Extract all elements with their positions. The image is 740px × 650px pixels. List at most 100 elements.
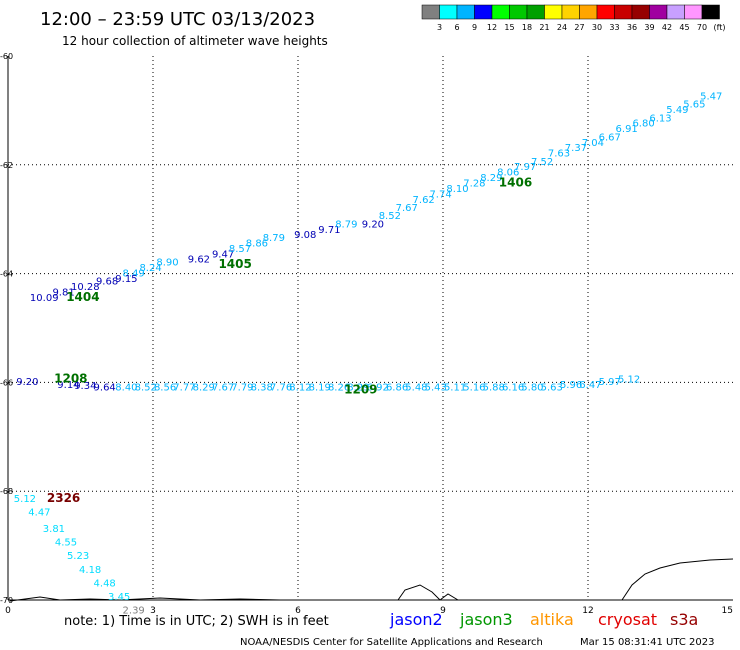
wave-height-label: 6.67 (599, 132, 621, 143)
color-swatch (614, 4, 633, 20)
color-scale: 3 6 9 12 15 18 21 24 27 30 33 36 39 42 45 70 (ft) (421, 4, 726, 32)
legend-jason2: jason2 (389, 610, 443, 629)
wave-height-label: 9.14 (57, 380, 79, 391)
wave-height-label: 7.74 (429, 189, 451, 200)
legend-jason3: jason3 (459, 610, 513, 629)
y-tick-label: -70 (0, 596, 13, 605)
color-swatch (421, 4, 440, 20)
pass-number-label: 1406 (499, 176, 532, 190)
wave-height-label: 5.65 (683, 100, 705, 111)
wave-height-label: 7.04 (582, 138, 604, 149)
wave-height-label: 8.52 (379, 211, 401, 222)
wave-height-label: 9.08 (294, 230, 316, 241)
color-scale-label: 6 (454, 23, 459, 32)
satellite-tracks: 9.208.527.677.627.748.107.288.298.067.97… (14, 92, 723, 617)
wave-height-label: 4.18 (79, 565, 101, 576)
wave-height-label: 7.52 (531, 157, 553, 168)
wave-height-label: 7.97 (514, 162, 536, 173)
wave-height-label: 8.29 (480, 173, 502, 184)
color-scale-label: 36 (627, 23, 637, 32)
wave-height-label: 8.26 (328, 383, 350, 394)
wave-height-label: 8.06 (497, 168, 519, 179)
wave-height-label: 9.20 (16, 377, 38, 388)
x-tick-label: 3 (150, 606, 156, 616)
color-scale-label: 9 (472, 23, 477, 32)
wave-height-label: 5.96 (560, 380, 582, 391)
wave-height-label: 4.55 (55, 538, 77, 549)
wave-height-label: 8.38 (251, 383, 273, 394)
wave-height-label: 5.63 (541, 383, 563, 394)
color-swatch (596, 4, 615, 20)
wave-height-label: 9.15 (115, 274, 137, 285)
wave-height-label: 8.56 (154, 383, 176, 394)
color-swatch (701, 4, 720, 20)
track-1405: 8.498.248.90 9.62 9.478.578.868.79 9.08 9.71… (123, 219, 358, 279)
wave-height-label: 5.88 (483, 383, 505, 394)
legend-altika: altika (530, 610, 574, 629)
footer: note: 1) Time is in UTC; 2) SWH is in fe… (64, 610, 715, 648)
pass-number-label: 1209 (344, 382, 377, 396)
wave-height-label: 8.49 (123, 268, 145, 279)
track-2326: 5.12 4.47 3.81 4.55 5.23 4.18 4.48 3.45 2.39 2326 (14, 491, 145, 617)
wave-height-label: 8.90 (156, 257, 178, 268)
color-scale-label: 18 (522, 23, 532, 32)
wave-height-label: 10.28 (71, 282, 100, 293)
wave-height-label: 5.12 (618, 374, 640, 385)
color-swatch (439, 4, 458, 20)
x-tick-label: 0 (5, 606, 11, 616)
wave-height-label: 7.28 (463, 179, 485, 190)
pass-number-label: 2326 (47, 491, 80, 505)
wave-height-label: 4.47 (28, 508, 50, 519)
pass-number-label: 1404 (66, 290, 99, 304)
wave-height-label: 4.48 (94, 578, 116, 589)
wave-height-label: 3.81 (43, 524, 65, 535)
color-swatch (526, 4, 545, 20)
wave-height-label: 3.45 (108, 592, 130, 603)
wave-height-label: 5.80 (521, 383, 543, 394)
wave-height-label: 8.57 (229, 244, 251, 255)
color-scale-label: 27 (574, 23, 584, 32)
wave-height-label: 5.11 (444, 383, 466, 394)
color-swatch (649, 4, 668, 20)
wave-height-label: 6.16 (502, 383, 524, 394)
page-subtitle: 12 hour collection of altimeter wave hei… (62, 34, 328, 48)
coastline-east (621, 558, 734, 601)
track-1209: 1209 (344, 382, 377, 396)
legend-s3a: s3a (670, 610, 698, 629)
wave-height-label: 6.80 (632, 119, 654, 130)
color-swatch (666, 4, 685, 20)
wave-height-label: 8.79 (335, 219, 357, 230)
wave-height-label: 7.79 (231, 383, 253, 394)
color-swatch (631, 4, 650, 20)
wave-height-label: 8.29 (193, 383, 215, 394)
satellite-legend: jason2 jason3 altika cryosat s3a (389, 610, 698, 629)
color-scale-label: 42 (662, 23, 672, 32)
x-tick-label: 15 (722, 606, 733, 616)
color-swatch (684, 4, 703, 20)
color-scale-label: 33 (609, 23, 619, 32)
color-swatch (579, 4, 598, 20)
color-swatch (509, 4, 528, 20)
wave-height-label: 10.09 (30, 293, 59, 304)
wave-height-label: 9.64 (94, 383, 116, 394)
page-title: 12:00 – 23:59 UTC 03/13/2023 (40, 9, 315, 30)
wave-height-label: 7.63 (548, 149, 570, 160)
pass-number-label: 1208 (54, 371, 87, 385)
coastline-center (397, 584, 459, 601)
x-tick-label: 6 (295, 606, 301, 616)
wave-height-label: 5.16 (463, 383, 485, 394)
y-tick-label: -62 (0, 161, 13, 170)
wave-height-label: 5.43 (425, 383, 447, 394)
wave-height-label: 8.29 (347, 383, 369, 394)
y-tick-label: -60 (0, 52, 13, 61)
wave-height-label: 9.20 (362, 219, 384, 230)
color-scale-label: 3 (437, 23, 442, 32)
wave-height-label: 7.37 (565, 143, 587, 154)
wave-height-label: 6.92 (367, 383, 389, 394)
wave-height-label: 9.71 (318, 225, 340, 236)
wave-height-label: 9.34 (74, 381, 96, 392)
wave-height-label: 8.19 (309, 383, 331, 394)
color-swatch (491, 4, 510, 20)
y-tick-label: -66 (0, 378, 13, 387)
